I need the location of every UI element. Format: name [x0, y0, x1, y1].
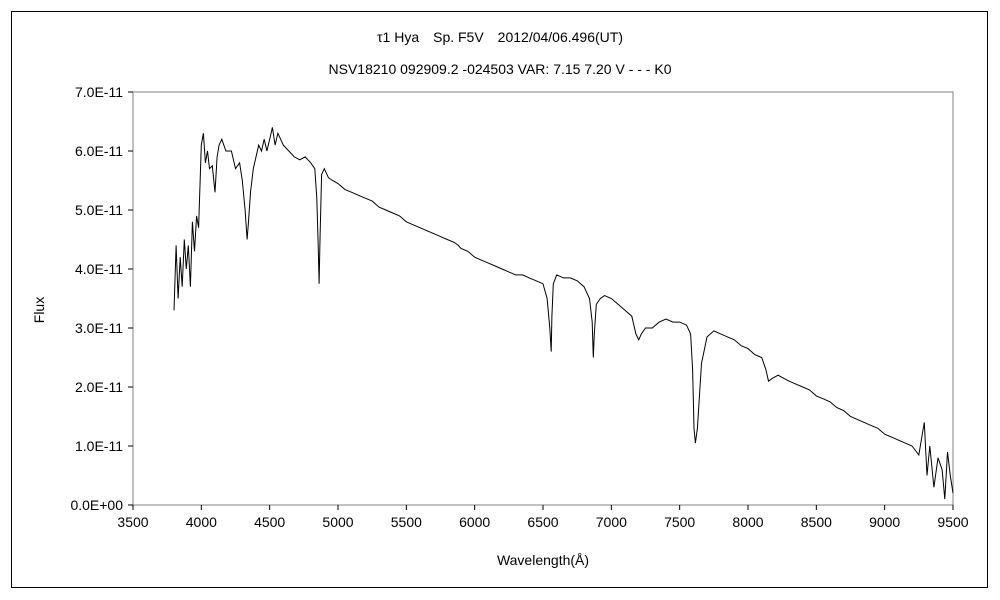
x-tick-label: 4000 [186, 514, 217, 530]
y-tick-label: 2.0E-11 [75, 379, 123, 395]
x-tick-label: 4500 [254, 514, 285, 530]
y-tick-label: 5.0E-11 [75, 202, 123, 218]
x-tick-label: 8000 [732, 514, 763, 530]
y-tick-label: 1.0E-11 [75, 438, 123, 454]
spectrum-chart: τ1 Hya Sp. F5V 2012/04/06.496(UT) NSV182… [31, 29, 969, 568]
y-axis-label: Flux [31, 297, 47, 323]
plot-area [132, 91, 954, 506]
x-tick-label: 6000 [459, 514, 490, 530]
y-tick-label: 4.0E-11 [75, 261, 123, 277]
x-tick-label: 3500 [117, 514, 148, 530]
chart-title: τ1 Hya Sp. F5V 2012/04/06.496(UT) [377, 29, 623, 45]
x-tick-label: 7000 [596, 514, 627, 530]
x-tick-label: 9000 [869, 514, 900, 530]
chart-subtitle: NSV18210 092909.2 -024503 VAR: 7.15 7.20… [329, 61, 672, 77]
x-axis-label: Wavelength(Å) [497, 552, 589, 568]
flux-series-line [173, 127, 954, 500]
y-tick-label: 7.0E-11 [75, 84, 123, 100]
chart-frame: τ1 Hya Sp. F5V 2012/04/06.496(UT) NSV182… [11, 11, 988, 588]
y-tick-label: 0.0E+00 [70, 497, 123, 513]
y-axis: 0.0E+00 1.0E-11 2.0E-11 3.0E-11 4.0E-11 5.0E-… [70, 84, 133, 513]
x-axis: 3500 4000 4500 5000 5500 6000 6500 7000 7500 8000… [117, 505, 969, 530]
x-tick-label: 5000 [322, 514, 353, 530]
y-tick-label: 6.0E-11 [75, 143, 123, 159]
x-tick-label: 8500 [801, 514, 832, 530]
y-tick-label: 3.0E-11 [75, 320, 123, 336]
x-tick-label: 6500 [527, 514, 558, 530]
x-tick-label: 7500 [664, 514, 695, 530]
x-tick-label: 9500 [937, 514, 968, 530]
x-tick-label: 5500 [391, 514, 422, 530]
